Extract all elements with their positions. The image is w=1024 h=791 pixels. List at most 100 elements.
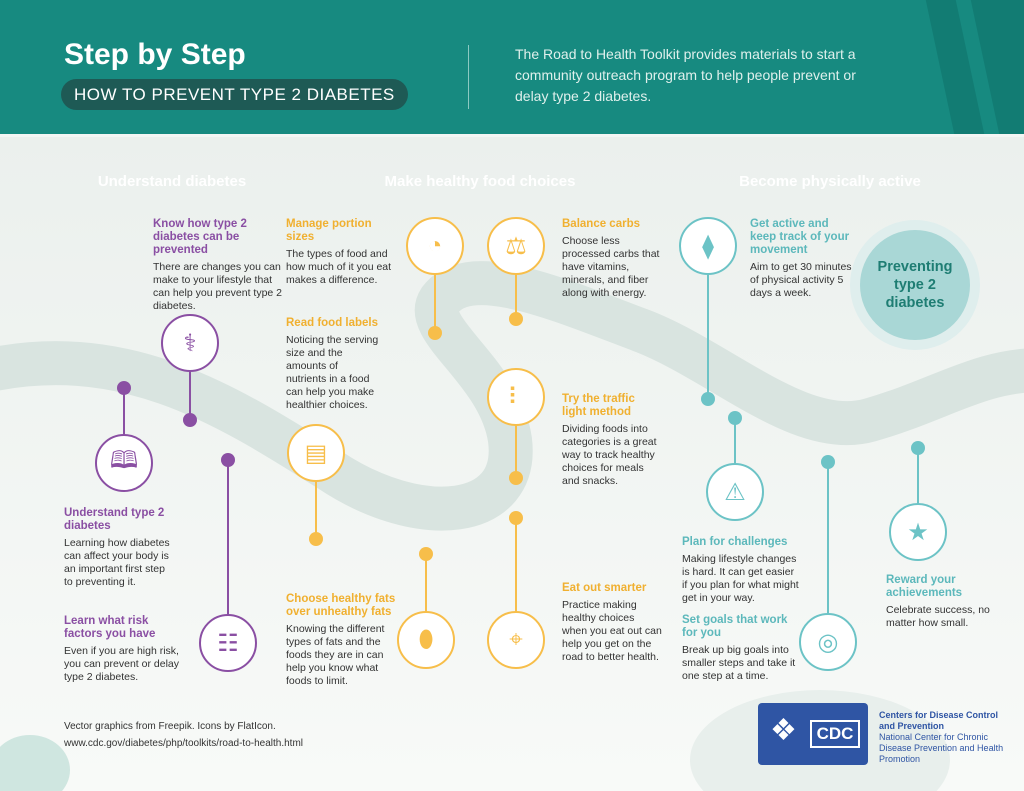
step-dot <box>419 547 433 561</box>
stethoscope-icon: ⚕ <box>161 314 219 372</box>
section-understand-diabetes: Understand diabetes <box>64 165 280 198</box>
step-text: There are changes you can make to your l… <box>153 261 283 312</box>
step-title: Choose healthy fats over unhealthy fats <box>286 593 396 618</box>
book-icon: 🕮 <box>95 434 153 492</box>
step-item: Reward your achievements Celebrate succes… <box>886 574 996 630</box>
connector-line <box>515 518 517 640</box>
step-text: Noticing the serving size and the amount… <box>286 334 379 411</box>
step-title: Eat out smarter <box>562 582 647 594</box>
trophy-icon: ★ <box>889 503 947 561</box>
step-title: Reward your achievements <box>886 574 963 599</box>
step-title: Learn what risk factors you have <box>64 615 156 640</box>
step-dot <box>509 471 523 485</box>
connector-line <box>515 397 517 478</box>
step-item: Understand type 2 diabetes Learning how d… <box>64 507 174 589</box>
step-item: Learn what risk factors you have Even if … <box>64 615 184 684</box>
section-label: Understand diabetes <box>97 173 247 190</box>
step-text: Choose less processed carbs that have vi… <box>562 235 660 299</box>
section-physically-active: Become physically active <box>680 165 980 198</box>
step-text: Dividing foods into categories is a grea… <box>562 423 657 487</box>
clipboard-icon: ☷ <box>199 614 257 672</box>
org-title: Centers for Disease Control and Preventi… <box>879 710 999 731</box>
step-item: Manage portion sizes The types of food an… <box>286 218 396 287</box>
connector-line <box>123 388 125 463</box>
step-item: Get active and keep track of your moveme… <box>750 218 855 300</box>
section-healthy-food: Make healthy food choices <box>288 165 672 198</box>
step-dot <box>117 381 131 395</box>
connector-line <box>434 246 436 333</box>
step-text: Celebrate success, no matter how small. <box>886 604 990 629</box>
step-title: Manage portion sizes <box>286 218 372 243</box>
step-item: Balance carbs Choose less processed carbs… <box>562 218 662 300</box>
section-label: Make healthy food choices <box>384 173 576 190</box>
step-dot <box>309 532 323 546</box>
hhs-eagle-icon: ❖ <box>770 714 797 747</box>
dumbbell-icon: ⧫ <box>679 217 737 275</box>
step-dot <box>183 413 197 427</box>
plate-icon: ◔ <box>406 217 464 275</box>
connector-line <box>189 343 191 420</box>
step-dot <box>728 411 742 425</box>
goal-circle: Preventing type 2 diabetes <box>860 230 970 340</box>
step-item: Know how type 2 diabetes can be prevente… <box>153 218 283 313</box>
page-title: Step by Step <box>64 38 246 71</box>
restaurant-pin-icon: ⌖ <box>487 611 545 669</box>
connector-line <box>425 554 427 640</box>
step-title: Plan for challenges <box>682 536 788 548</box>
credit-text: Vector graphics from Freepik. Icons by F… <box>64 721 276 732</box>
connector-line <box>227 460 229 643</box>
org-center: National Center for Chronic Disease Prev… <box>879 732 1004 764</box>
barrier-icon: ⚠ <box>706 463 764 521</box>
header: Step by Step HOW TO PREVENT TYPE 2 DIABE… <box>0 0 1024 134</box>
bush <box>0 735 70 791</box>
connector-line <box>917 448 919 532</box>
intro-text: The Road to Health Toolkit provides mate… <box>515 46 856 104</box>
food-label-icon: ▤ <box>287 424 345 482</box>
target-icon: ◎ <box>799 613 857 671</box>
step-dot <box>428 326 442 340</box>
step-item: Plan for challenges Making lifestyle chan… <box>682 536 802 605</box>
step-dot <box>911 441 925 455</box>
cdc-logo-text: CDC <box>810 720 860 748</box>
source-link[interactable]: www.cdc.gov/diabetes/php/toolkits/road-t… <box>64 738 304 749</box>
connector-line <box>315 453 317 539</box>
divider <box>468 45 469 109</box>
section-label: Become physically active <box>739 173 921 190</box>
step-title: Know how type 2 diabetes can be prevente… <box>153 218 247 256</box>
connector-line <box>707 246 709 399</box>
traffic-light-icon: ⠇ <box>487 368 545 426</box>
step-dot <box>701 392 715 406</box>
step-item: Choose healthy fats over unhealthy fats K… <box>286 593 401 688</box>
step-text: The types of food and how much of it you… <box>286 248 392 286</box>
step-text: Aim to get 30 minutes of physical activi… <box>750 261 852 299</box>
step-text: Break up big goals into smaller steps an… <box>682 644 796 682</box>
step-title: Set goals that work for you <box>682 614 788 639</box>
step-dot <box>221 453 235 467</box>
connector-line <box>515 246 517 319</box>
steak-icon: ⬮ <box>397 611 455 669</box>
step-title: Get active and keep track of your moveme… <box>750 218 850 256</box>
step-text: Learning how diabetes can affect your bo… <box>64 537 170 588</box>
step-item: Set goals that work for you Break up big … <box>682 614 802 683</box>
cdc-logo: ❖ CDC <box>758 703 868 765</box>
org-name: Centers for Disease Control and Preventi… <box>879 710 1009 765</box>
step-dot <box>821 455 835 469</box>
scale-icon: ⚖ <box>487 217 545 275</box>
connector-line <box>734 418 736 492</box>
step-text: Knowing the different types of fats and … <box>286 623 385 687</box>
step-item: Read food labels Noticing the serving siz… <box>286 317 381 412</box>
step-dot <box>509 312 523 326</box>
step-text: Even if you are high risk, you can preve… <box>64 645 179 683</box>
step-text: Practice making healthy choices when you… <box>562 599 662 663</box>
connector-line <box>827 462 829 642</box>
goal-text: Preventing type 2 diabetes <box>877 259 953 311</box>
step-title: Understand type 2 diabetes <box>64 507 165 532</box>
page-subtitle: HOW TO PREVENT TYPE 2 DIABETES <box>61 79 408 110</box>
step-title: Try the traffic light method <box>562 393 635 418</box>
step-title: Read food labels <box>286 317 379 329</box>
step-text: Making lifestyle changes is hard. It can… <box>682 553 799 604</box>
step-item: Try the traffic light method Dividing foo… <box>562 393 662 488</box>
step-item: Eat out smarter Practice making healthy c… <box>562 582 662 664</box>
step-title: Balance carbs <box>562 218 640 230</box>
step-dot <box>509 511 523 525</box>
